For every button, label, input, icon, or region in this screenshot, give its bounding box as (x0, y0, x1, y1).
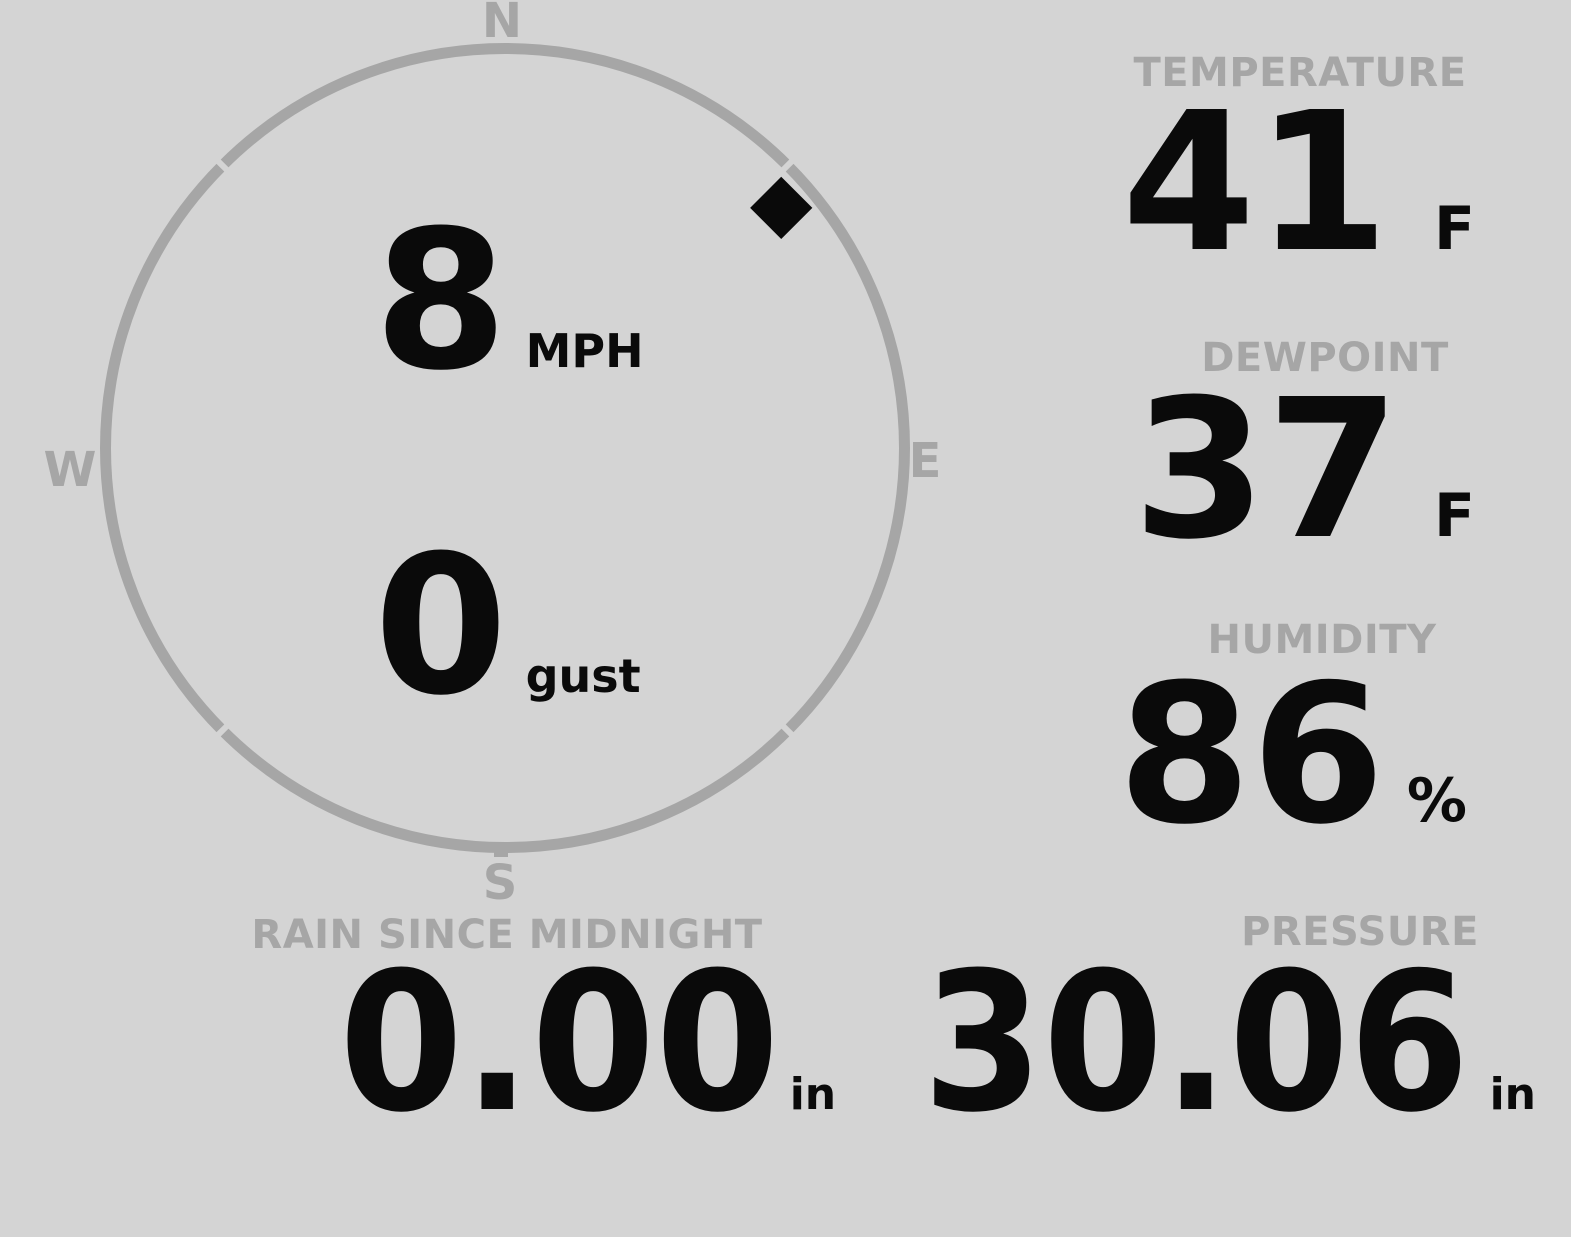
humidity-value: 86 (1117, 644, 1385, 867)
compass-tick-gap-nw (207, 150, 237, 180)
temperature-value-row: 41 F (1122, 88, 1475, 280)
pressure-unit: in (1489, 1069, 1536, 1120)
wind-direction-indicator (750, 176, 813, 239)
dewpoint-unit: F (1434, 481, 1475, 551)
humidity-unit: % (1406, 766, 1467, 836)
wind-speed-value: 8 (374, 190, 508, 413)
temperature-label: TEMPERATURE (1133, 50, 1467, 96)
wind-gust-value: 0 (374, 515, 508, 738)
compass-south-tick (494, 846, 508, 857)
dewpoint-value-row: 37 F (1133, 375, 1475, 567)
temperature-value: 41 (1121, 72, 1389, 295)
cardinal-label-south: S (482, 855, 518, 911)
cardinal-label-east: E (908, 433, 942, 489)
rain-label: RAIN SINCE MIDNIGHT (251, 912, 763, 958)
compass-tick-gap-sw (207, 716, 237, 746)
temperature-unit: F (1434, 194, 1475, 264)
compass-tick-gap-se (773, 716, 803, 746)
rain-value: 0.00 (339, 932, 780, 1155)
rain-value-row: 0.00 in (339, 948, 836, 1140)
dewpoint-label: DEWPOINT (1201, 335, 1449, 381)
pressure-value: 30.06 (923, 932, 1470, 1155)
wind-gust-unit: gust (525, 649, 641, 703)
rain-unit: in (789, 1069, 837, 1120)
pressure-value-row: 30.06 in (862, 948, 1536, 1140)
wind-gust: 0 gust (374, 531, 641, 723)
humidity-label: HUMIDITY (1207, 617, 1437, 663)
cardinal-label-north: N (481, 0, 523, 49)
compass-tick-gap-ne (773, 150, 803, 180)
dewpoint-value: 37 (1132, 359, 1400, 582)
pressure-label: PRESSURE (1241, 909, 1479, 955)
wind-speed-unit: MPH (525, 324, 644, 378)
wind-speed: 8 MPH (374, 206, 644, 398)
humidity-value-row: 86 % (1118, 660, 1467, 852)
cardinal-label-west: W (43, 442, 97, 498)
